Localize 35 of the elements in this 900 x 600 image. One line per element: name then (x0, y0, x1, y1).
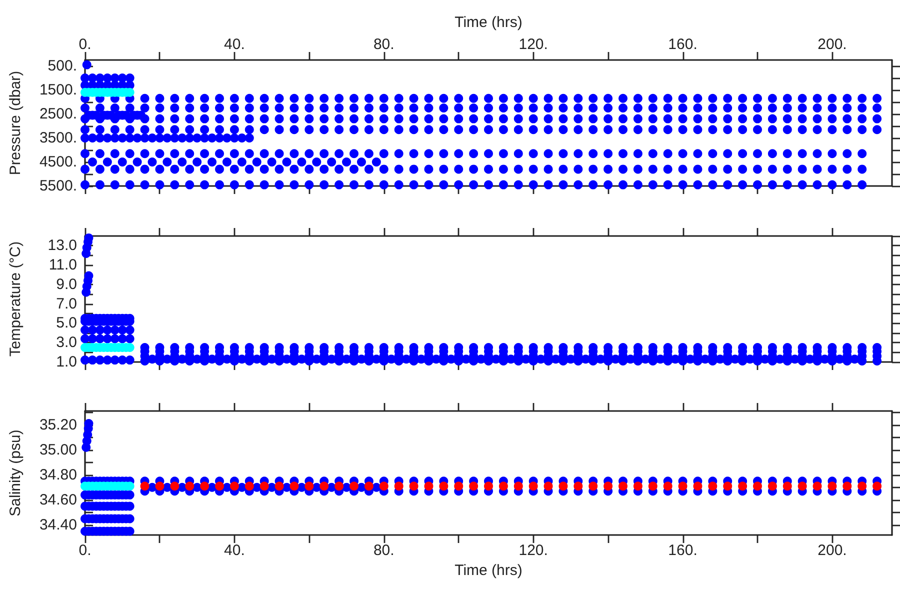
y-tick-label: 7.0 (56, 295, 77, 312)
x-tick-label: 80. (373, 36, 394, 53)
x-tick-label: 80. (373, 542, 394, 559)
y-tick-label: 4500. (39, 154, 77, 170)
y-tick-label: 1.0 (56, 354, 77, 370)
y-tick-label: 35.00 (39, 441, 77, 458)
y-tick-label: 500. (48, 58, 77, 74)
x-tick-label: 200. (818, 542, 847, 559)
x-tick-label: 40. (224, 542, 245, 559)
y-tick-label: 3500. (39, 130, 77, 146)
y-tick-label: 34.60 (39, 491, 77, 508)
y-tick-label: 34.40 (39, 516, 77, 534)
y-tick-label: 13.0 (48, 237, 77, 254)
y-axis-title: Salinity (psu) (7, 430, 24, 516)
x-axis-title: Time (hrs) (454, 14, 522, 31)
y-tick-label: 5.0 (56, 314, 77, 332)
x-tick-label: 160. (668, 36, 698, 53)
x-axis-title: Time (hrs) (454, 562, 522, 579)
x-tick-label: 200. (818, 36, 847, 53)
y-tick-label: 2500. (39, 106, 77, 122)
y-axis-title: Temperature (°C) (7, 241, 24, 357)
x-tick-label: 40. (224, 36, 245, 53)
x-tick-label: 0. (78, 542, 92, 559)
x-tick-label: 0. (78, 36, 92, 53)
y-axis-title: Pressure (dbar) (7, 70, 24, 176)
y-tick-label: 9.0 (56, 276, 77, 293)
y-tick-label: 5500. (39, 178, 77, 194)
y-tick-label: 3.0 (56, 334, 77, 352)
y-tick-label: 34.80 (39, 466, 77, 484)
y-tick-label: 35.20 (39, 416, 77, 434)
y-tick-label: 1500. (39, 82, 77, 98)
y-tick-label: 11.0 (48, 256, 77, 274)
x-tick-label: 120. (518, 542, 548, 559)
x-tick-label: 160. (668, 542, 698, 559)
x-tick-label: 120. (518, 36, 548, 53)
